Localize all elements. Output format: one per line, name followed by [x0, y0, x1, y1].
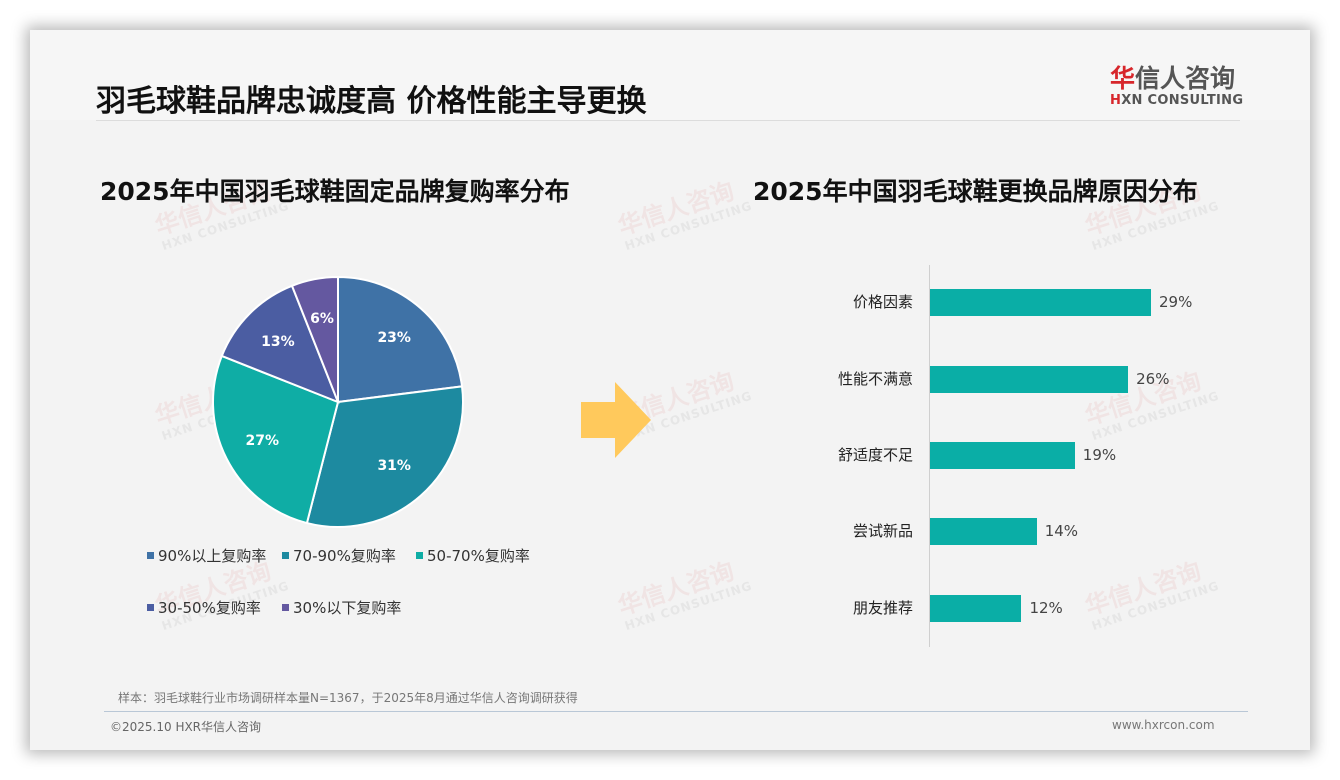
company-logo: 华信人咨询 HXN CONSULTING	[1110, 64, 1244, 108]
legend-swatch	[416, 552, 423, 559]
bar-value-label: 29%	[1159, 293, 1193, 311]
pie-slice-label: 13%	[261, 333, 295, 350]
website-link[interactable]: www.hxrcon.com	[1112, 718, 1215, 732]
sample-footnote: 样本：羽毛球鞋行业市场调研样本量N=1367，于2025年8月通过华信人咨询调研…	[118, 691, 578, 705]
bar-chart-title: 2025年中国羽毛球鞋更换品牌原因分布	[753, 177, 1198, 206]
pie-slice-label: 31%	[377, 457, 411, 474]
logo-en-accent: H	[1110, 93, 1122, 108]
pie-chart-title: 2025年中国羽毛球鞋固定品牌复购率分布	[100, 177, 570, 206]
legend-item: 90%以上复购率	[147, 545, 266, 566]
bar-chart-axis	[929, 265, 930, 647]
bar-category-label: 尝试新品	[852, 522, 913, 540]
bar-category-label: 性能不满意	[837, 370, 913, 388]
legend-swatch	[282, 604, 289, 611]
bar-category-label: 朋友推荐	[852, 599, 913, 617]
header-band	[30, 30, 1310, 120]
bar-value-label: 14%	[1044, 522, 1079, 540]
bar-value-label: 26%	[1136, 370, 1170, 388]
bar-value-label: 12%	[1029, 599, 1063, 617]
right-arrow-icon	[581, 382, 651, 458]
pie-slice	[305, 385, 464, 528]
bar-category-label: 舒适度不足	[837, 446, 913, 464]
logo-cn: 华信人咨询	[1110, 64, 1240, 94]
bar-category-label: 价格因素	[852, 293, 913, 311]
logo-cn-accent: 华	[1110, 64, 1136, 93]
bar	[930, 366, 1129, 393]
pie-slice	[290, 275, 339, 403]
legend-label: 30%以下复购率	[293, 599, 402, 617]
pie-slice	[220, 284, 340, 404]
legend-swatch	[147, 552, 154, 559]
bar-row: 舒适度不足 19%	[30, 442, 1310, 469]
title-divider	[96, 120, 1240, 121]
bar-row: 朋友推荐 12%	[30, 595, 1310, 622]
bar-row: 性能不满意 26%	[30, 366, 1310, 393]
footer-divider	[104, 711, 1248, 712]
legend-swatch	[282, 552, 289, 559]
bar	[930, 442, 1075, 469]
legend-swatch	[147, 604, 154, 611]
logo-en: HXN CONSULTING	[1110, 93, 1244, 108]
legend-label: 50-70%复购率	[427, 547, 530, 565]
pie-slice-label: 27%	[245, 432, 280, 449]
bar	[930, 518, 1037, 545]
pie-slice	[212, 354, 340, 525]
pie-slice-label: 6%	[310, 310, 334, 327]
bar-row: 价格因素 29%	[30, 289, 1310, 316]
pie-slice	[337, 275, 464, 404]
legend-item: 30-50%复购率	[147, 597, 261, 618]
bar-row: 尝试新品 14%	[30, 518, 1310, 545]
legend-label: 70-90%复购率	[293, 547, 396, 565]
legend-item: 70-90%复购率	[282, 545, 396, 566]
legend-label: 30-50%复购率	[158, 599, 261, 617]
pie-slice-label: 23%	[377, 330, 411, 347]
logo-en-rest: XN CONSULTING	[1121, 93, 1244, 108]
legend-item: 50-70%复购率	[416, 545, 530, 566]
page-title: 羽毛球鞋品牌忠诚度高 价格性能主导更换	[96, 84, 647, 119]
legend-label: 90%以上复购率	[158, 547, 267, 565]
bar-value-label: 19%	[1082, 446, 1117, 464]
slide: 羽毛球鞋品牌忠诚度高 价格性能主导更换 华信人咨询 HXN CONSULTING…	[30, 30, 1310, 750]
pie-chart	[212, 275, 464, 528]
logo-cn-rest: 信人咨询	[1135, 64, 1236, 93]
bar	[930, 289, 1151, 316]
bar	[930, 595, 1022, 622]
copyright: ©2025.10 HXR华信人咨询	[110, 720, 262, 734]
legend-item: 30%以下复购率	[282, 597, 401, 618]
